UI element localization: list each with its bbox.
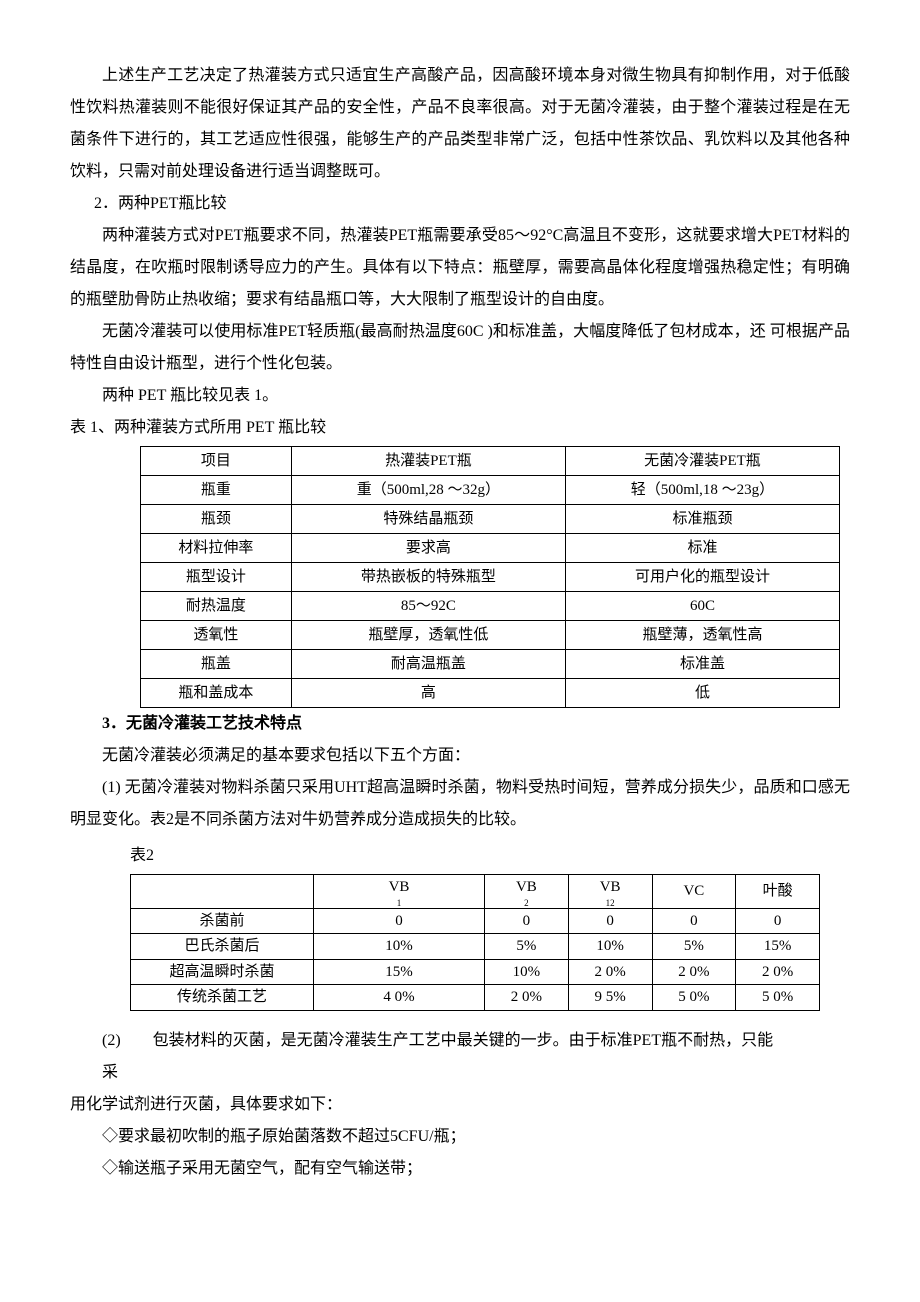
table2-caption: 表2 [130, 840, 850, 872]
table-cell: 10% [485, 959, 569, 985]
table-row: 超高温瞬时杀菌 15% 10% 2 0% 2 0% 2 0% [131, 959, 820, 985]
table-cell-subscript: 12 [568, 899, 652, 909]
table-cell-subscript: 1 [314, 899, 485, 909]
table-cell: 无菌冷灌装PET瓶 [565, 447, 839, 476]
paragraph-bullet-1: ◇要求最初吹制的瓶子原始菌落数不超过5CFU/瓶； [70, 1121, 850, 1153]
table-cell: 2 0% [736, 959, 820, 985]
table-cell: 0 [485, 908, 569, 934]
table-cell-subscript: 2 [485, 899, 569, 909]
paragraph-req-2a: (2) 包装材料的灭菌，是无菌冷灌装生产工艺中最关键的一步。由于标准PET瓶不耐… [70, 1025, 850, 1057]
table-row: 瓶盖 耐高温瓶盖 标准盖 [141, 650, 840, 679]
paragraph-pet-compare-2: 无菌冷灌装可以使用标准PET轻质瓶(最高耐热温度60C )和标准盖，大幅度降低了… [70, 316, 850, 380]
table-cell: 5% [485, 934, 569, 960]
table-cell: 标准盖 [565, 650, 839, 679]
table-cell: 2 0% [652, 959, 736, 985]
table-cell [131, 875, 314, 909]
table-cell: 叶酸 [736, 875, 820, 909]
table-cell: 高 [291, 679, 565, 708]
table-cell: 5% [652, 934, 736, 960]
paragraph-pet-compare-1: 两种灌装方式对PET瓶要求不同，热灌装PET瓶需要承受85～92°C高温且不变形… [70, 220, 850, 316]
table-row: 传统杀菌工艺 4 0% 2 0% 9 5% 5 0% 5 0% [131, 985, 820, 1011]
table-cell: 15% [736, 934, 820, 960]
table-cell: 透氧性 [141, 621, 292, 650]
table-sterilization-comparison: VB VB VB VC 叶酸 1 2 12 杀菌前 0 0 0 0 0 巴氏杀菌… [130, 874, 820, 1011]
table-cell: 瓶和盖成本 [141, 679, 292, 708]
table-cell: VB [314, 875, 485, 899]
paragraph-table1-ref: 两种 PET 瓶比较见表 1。 [70, 380, 850, 412]
table-cell: 85～92C [291, 592, 565, 621]
table-row: 巴氏杀菌后 10% 5% 10% 5% 15% [131, 934, 820, 960]
table-cell: 项目 [141, 447, 292, 476]
paragraph-req-2c: 用化学试剂进行灭菌，具体要求如下： [70, 1089, 850, 1121]
table-cell: VC [652, 875, 736, 909]
table-cell: 低 [565, 679, 839, 708]
table-cell: 巴氏杀菌后 [131, 934, 314, 960]
heading-2: 2．两种PET瓶比较 [70, 188, 850, 220]
table-row: 耐热温度 85～92C 60C [141, 592, 840, 621]
paragraph-intro: 上述生产工艺决定了热灌装方式只适宜生产高酸产品，因高酸环境本身对微生物具有抑制作… [70, 60, 850, 188]
table-cell: 材料拉伸率 [141, 534, 292, 563]
table-cell: 60C [565, 592, 839, 621]
table-cell: 耐高温瓶盖 [291, 650, 565, 679]
table-cell: 0 [568, 908, 652, 934]
table-cell: VB [485, 875, 569, 899]
paragraph-bullet-2: ◇输送瓶子采用无菌空气，配有空气输送带； [70, 1153, 850, 1185]
table-cell: 4 0% [314, 985, 485, 1011]
table-cell: 瓶壁厚，透氧性低 [291, 621, 565, 650]
table-pet-comparison: 项目 热灌装PET瓶 无菌冷灌装PET瓶 瓶重 重（500ml,28 ～32g）… [140, 446, 840, 708]
table-cell: 热灌装PET瓶 [291, 447, 565, 476]
table-cell: 0 [314, 908, 485, 934]
table-cell: 10% [314, 934, 485, 960]
table-cell: 0 [652, 908, 736, 934]
table-row: 杀菌前 0 0 0 0 0 [131, 908, 820, 934]
table-cell: 杀菌前 [131, 908, 314, 934]
table-cell: 15% [314, 959, 485, 985]
table-row: 项目 热灌装PET瓶 无菌冷灌装PET瓶 [141, 447, 840, 476]
heading-3: 3．无菌冷灌装工艺技术特点 [70, 708, 850, 740]
table1-caption: 表 1、两种灌装方式所用 PET 瓶比较 [70, 412, 850, 444]
table-cell: 9 5% [568, 985, 652, 1011]
table-cell: 耐热温度 [141, 592, 292, 621]
table-cell: 重（500ml,28 ～32g） [291, 476, 565, 505]
table-cell: 超高温瞬时杀菌 [131, 959, 314, 985]
table-cell: 带热嵌板的特殊瓶型 [291, 563, 565, 592]
table-row: 透氧性 瓶壁厚，透氧性低 瓶壁薄，透氧性高 [141, 621, 840, 650]
table-cell: 5 0% [736, 985, 820, 1011]
table-cell: 瓶重 [141, 476, 292, 505]
table-cell: VB [568, 875, 652, 899]
table-cell: 瓶颈 [141, 505, 292, 534]
table-cell: 5 0% [652, 985, 736, 1011]
table-row: 瓶和盖成本 高 低 [141, 679, 840, 708]
table-cell: 可用户化的瓶型设计 [565, 563, 839, 592]
table-cell: 0 [736, 908, 820, 934]
table-cell: 瓶壁薄，透氧性高 [565, 621, 839, 650]
table-cell: 2 0% [485, 985, 569, 1011]
table-cell: 瓶盖 [141, 650, 292, 679]
table-row: 瓶重 重（500ml,28 ～32g） 轻（500ml,18 ～23g） [141, 476, 840, 505]
paragraph-req-2b: 采 [70, 1057, 850, 1089]
table-row: 瓶颈 特殊结晶瓶颈 标准瓶颈 [141, 505, 840, 534]
table-cell: 标准 [565, 534, 839, 563]
table-row: 材料拉伸率 要求高 标准 [141, 534, 840, 563]
paragraph-req-1: (1) 无菌冷灌装对物料杀菌只采用UHT超高温瞬时杀菌，物料受热时间短，营养成分… [70, 772, 850, 836]
table-row: 瓶型设计 带热嵌板的特殊瓶型 可用户化的瓶型设计 [141, 563, 840, 592]
table-cell: 2 0% [568, 959, 652, 985]
table-cell: 10% [568, 934, 652, 960]
table-cell: 轻（500ml,18 ～23g） [565, 476, 839, 505]
paragraph-requirements: 无菌冷灌装必须满足的基本要求包括以下五个方面： [70, 740, 850, 772]
table-cell: 标准瓶颈 [565, 505, 839, 534]
table-cell: 瓶型设计 [141, 563, 292, 592]
table-row: VB VB VB VC 叶酸 [131, 875, 820, 899]
table-cell: 传统杀菌工艺 [131, 985, 314, 1011]
table-cell: 特殊结晶瓶颈 [291, 505, 565, 534]
table-cell: 要求高 [291, 534, 565, 563]
